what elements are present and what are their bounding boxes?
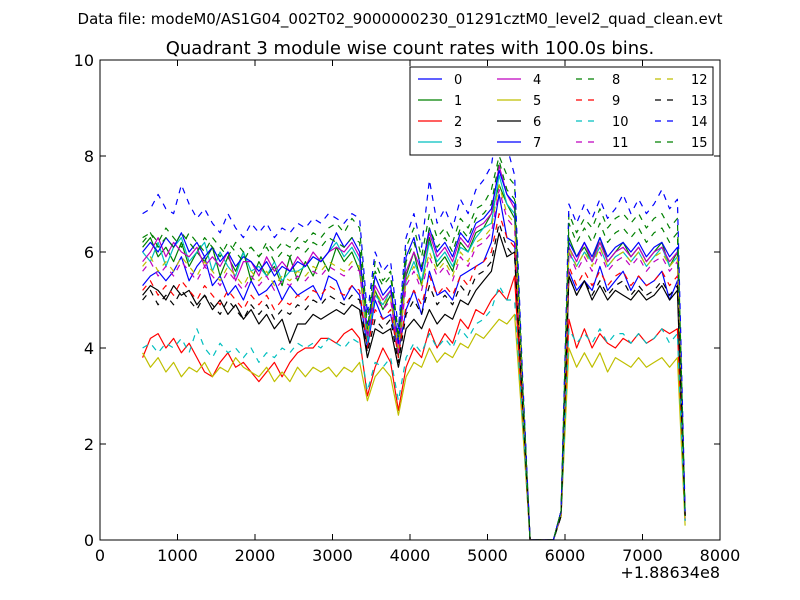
series-layer	[142, 112, 686, 540]
series-line-5	[142, 313, 686, 540]
series-line-10	[142, 285, 686, 540]
x-tick-label: 6000	[545, 546, 586, 565]
series-line-7	[142, 169, 686, 540]
series-line-14	[142, 112, 686, 540]
series-line-6	[142, 232, 686, 540]
legend-label-3: 3	[454, 136, 462, 151]
x-tick-label: 0	[95, 546, 105, 565]
x-tick-label: 4000	[390, 546, 431, 565]
legend-label-6: 6	[533, 115, 541, 130]
legend-label-1: 1	[454, 94, 462, 109]
y-tick-label: 2	[84, 435, 94, 454]
y-tick-label: 6	[84, 243, 94, 262]
series-line-8	[142, 155, 686, 540]
legend-label-15: 15	[691, 136, 708, 151]
legend-label-0: 0	[454, 73, 462, 88]
chart-title: Quadrant 3 module wise count rates with …	[166, 38, 655, 59]
series-line-9	[142, 213, 686, 540]
legend-label-5: 5	[533, 94, 541, 109]
series-line-15	[142, 160, 686, 540]
legend-label-9: 9	[612, 94, 620, 109]
y-tick-label: 8	[84, 147, 94, 166]
x-tick-label: 7000	[622, 546, 663, 565]
series-line-11	[142, 189, 686, 540]
series-line-2	[142, 275, 686, 540]
legend-frame	[409, 66, 714, 156]
legend-label-7: 7	[533, 136, 541, 151]
series-line-13	[142, 222, 686, 540]
y-tick-label: 10	[74, 51, 94, 70]
legend-label-11: 11	[612, 136, 629, 151]
series-line-4	[142, 165, 686, 540]
x-tick-label: 8000	[700, 546, 741, 565]
y-tick-label: 0	[84, 531, 94, 550]
figure-suptitle: Data file: modeM0/AS1G04_002T02_90000002…	[78, 10, 723, 29]
legend-label-13: 13	[691, 94, 708, 109]
legend-label-10: 10	[612, 115, 629, 130]
x-offset-label: +1.88634e8	[620, 563, 720, 582]
y-tick-label: 4	[84, 339, 94, 358]
legend-label-8: 8	[612, 73, 620, 88]
x-tick-label: 1000	[157, 546, 198, 565]
legend-label-2: 2	[454, 115, 462, 130]
x-tick-label: 3000	[312, 546, 353, 565]
x-tick-label: 5000	[467, 546, 508, 565]
legend-label-14: 14	[691, 115, 708, 130]
legend-label-12: 12	[691, 73, 708, 88]
x-tick-label: 2000	[235, 546, 276, 565]
legend-label-4: 4	[533, 73, 541, 88]
series-line-12	[142, 184, 686, 540]
